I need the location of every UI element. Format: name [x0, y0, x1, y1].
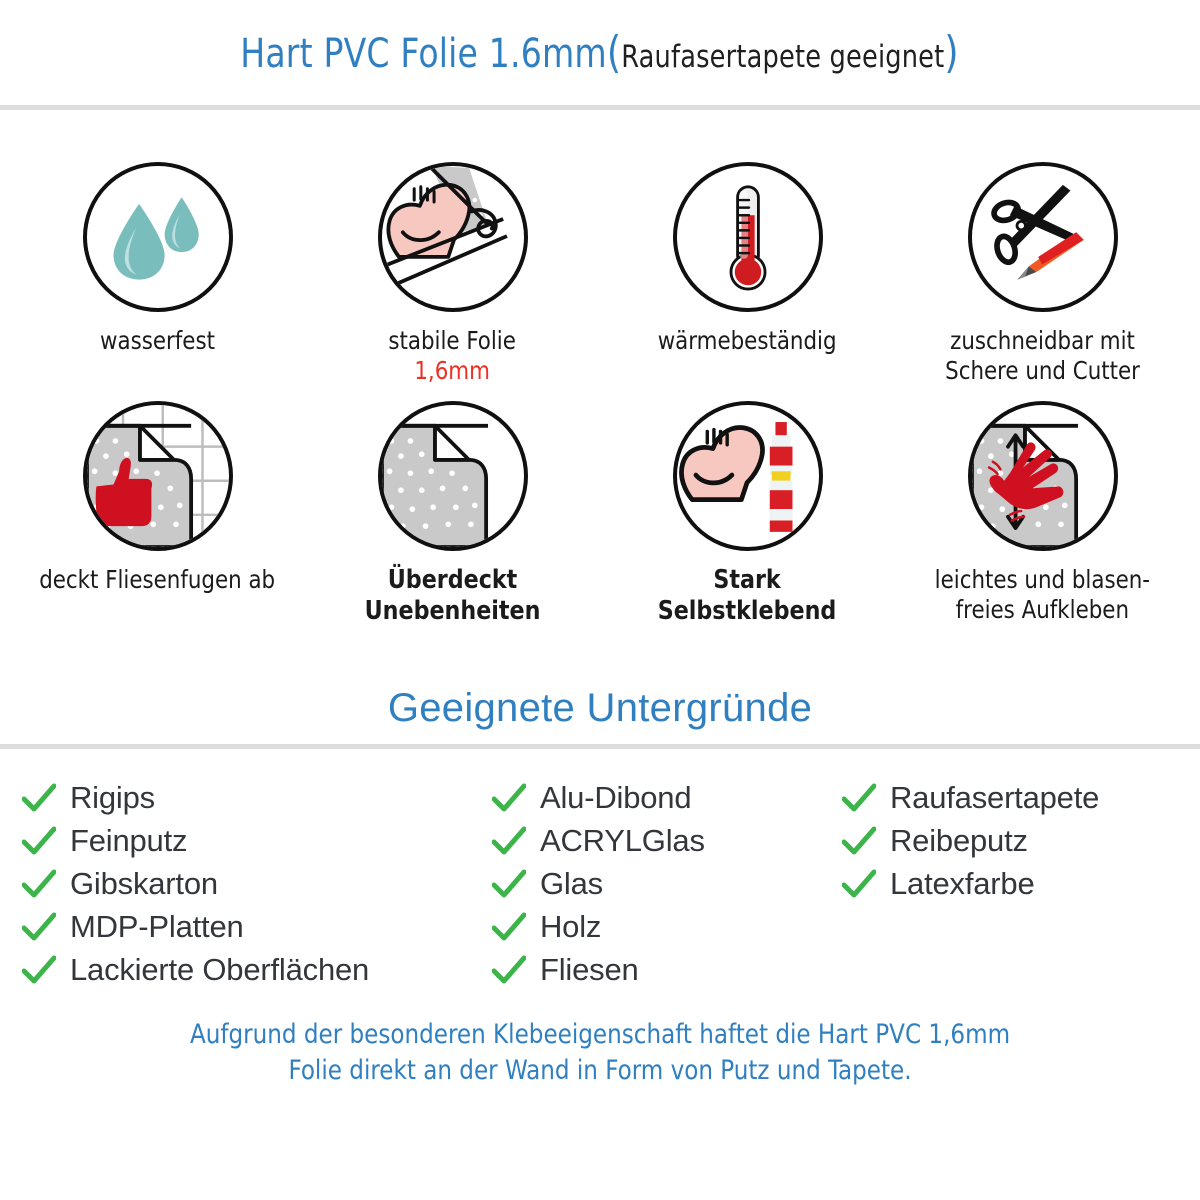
feature-wasserfest: wasserfest: [10, 162, 305, 385]
feature-label: Stark Selbstklebend: [658, 565, 837, 626]
list-item: Holz: [492, 906, 842, 948]
list-item: Feinputz: [22, 820, 492, 862]
check-icon: [22, 955, 56, 984]
list-item-label: Gibskarton: [70, 866, 218, 902]
check-icon: [842, 869, 876, 898]
list-item: Rigips: [22, 777, 492, 819]
substrate-checklist: Rigips Feinputz Gibskarton MDP-Platten L…: [0, 749, 1200, 991]
feature-row-2: deckt Fliesenfugen ab: [0, 385, 1200, 626]
list-item-label: Rigips: [70, 780, 155, 816]
divider-top: [0, 105, 1200, 110]
feature-label: leichtes und blasen- freies Aufkleben: [934, 565, 1151, 624]
list-item: Lackierte Oberflächen: [22, 949, 492, 991]
list-item: Raufasertapete: [842, 777, 1200, 819]
feature-blasenfrei: leichtes und blasen- freies Aufkleben: [895, 401, 1190, 626]
feature-stabile-folie: stabile Folie 1,6mm: [305, 162, 600, 385]
list-item-label: Glas: [540, 866, 603, 902]
list-item: Reibeputz: [842, 820, 1200, 862]
arm-glue-tube-icon: [672, 401, 823, 551]
water-drops-icon: [82, 162, 233, 312]
check-icon: [22, 826, 56, 855]
section-header: Geeignete Untergründe: [0, 672, 1200, 744]
check-icon: [492, 869, 526, 898]
divider-middle: [0, 744, 1200, 750]
strong-arm-foil-icon: [377, 162, 528, 312]
page-title-main: Hart PVC Folie 1.6mm: [240, 31, 608, 77]
section-heading: Geeignete Untergründe: [387, 685, 813, 730]
list-item: Glas: [492, 863, 842, 905]
check-icon: [22, 783, 56, 812]
feature-waermebestaendig: wärmebeständig: [600, 162, 895, 385]
page-header: Hart PVC Folie 1.6mm(Raufasertapete geei…: [0, 0, 1200, 105]
thermometer-icon: [672, 162, 823, 312]
feature-row-1: wasserfest stabile Folie 1,6mm: [0, 110, 1200, 385]
feature-label: stabile Folie 1,6mm: [389, 326, 517, 385]
list-item-label: Feinputz: [70, 823, 188, 859]
title-paren-close: ): [944, 27, 960, 78]
feature-thickness: 1,6mm: [414, 355, 491, 385]
check-icon: [492, 826, 526, 855]
list-item-label: Alu-Dibond: [540, 780, 692, 816]
check-icon: [842, 783, 876, 812]
list-item-label: Fliesen: [540, 952, 639, 988]
checklist-column-2: Alu-Dibond ACRYLGlas Glas Holz Fliesen: [492, 777, 842, 991]
list-item-label: Raufasertapete: [890, 780, 1100, 816]
foil-sheet-icon: [377, 401, 528, 551]
list-item-label: MDP-Platten: [70, 909, 244, 945]
check-icon: [492, 783, 526, 812]
feature-label: wasserfest: [100, 326, 215, 355]
feature-selbstklebend: Stark Selbstklebend: [600, 401, 895, 626]
scissors-cutter-icon: [967, 162, 1118, 312]
checklist-column-3: Raufasertapete Reibeputz Latexfarbe: [842, 777, 1200, 991]
list-item: MDP-Platten: [22, 906, 492, 948]
footer-note: Aufgrund der besonderen Klebeeigenschaft…: [189, 1019, 1011, 1086]
check-icon: [22, 869, 56, 898]
feature-label: deckt Fliesenfugen ab: [39, 565, 276, 594]
list-item-label: Latexfarbe: [890, 866, 1035, 902]
check-icon: [492, 912, 526, 941]
hand-smoothing-icon: [967, 401, 1118, 551]
list-item-label: Reibeputz: [890, 823, 1028, 859]
list-item: Fliesen: [492, 949, 842, 991]
feature-ueberdeckt: Überdeckt Unebenheiten: [305, 401, 600, 626]
checklist-column-1: Rigips Feinputz Gibskarton MDP-Platten L…: [22, 777, 492, 991]
check-icon: [492, 955, 526, 984]
feature-label: Überdeckt Unebenheiten: [364, 565, 541, 626]
check-icon: [22, 912, 56, 941]
page-title: Hart PVC Folie 1.6mm(Raufasertapete geei…: [241, 27, 960, 78]
check-icon: [842, 826, 876, 855]
list-item-label: Holz: [540, 909, 602, 945]
feature-fliesenfugen: deckt Fliesenfugen ab: [10, 401, 305, 626]
list-item: Gibskarton: [22, 863, 492, 905]
list-item: ACRYLGlas: [492, 820, 842, 862]
feature-label-text: stabile Folie: [388, 326, 517, 355]
thumbs-up-tiles-icon: [82, 401, 233, 551]
title-paren-open: (: [607, 27, 622, 78]
list-item: Latexfarbe: [842, 863, 1200, 905]
list-item-label: Lackierte Oberflächen: [70, 952, 370, 988]
feature-label: zuschneidbar mit Schere und Cutter: [945, 326, 1140, 385]
page-title-sub: Raufasertapete geeignet: [621, 39, 945, 75]
list-item: Alu-Dibond: [492, 777, 842, 819]
list-item-label: ACRYLGlas: [540, 823, 705, 859]
feature-zuschneidbar: zuschneidbar mit Schere und Cutter: [895, 162, 1190, 385]
feature-label: wärmebeständig: [658, 326, 837, 355]
